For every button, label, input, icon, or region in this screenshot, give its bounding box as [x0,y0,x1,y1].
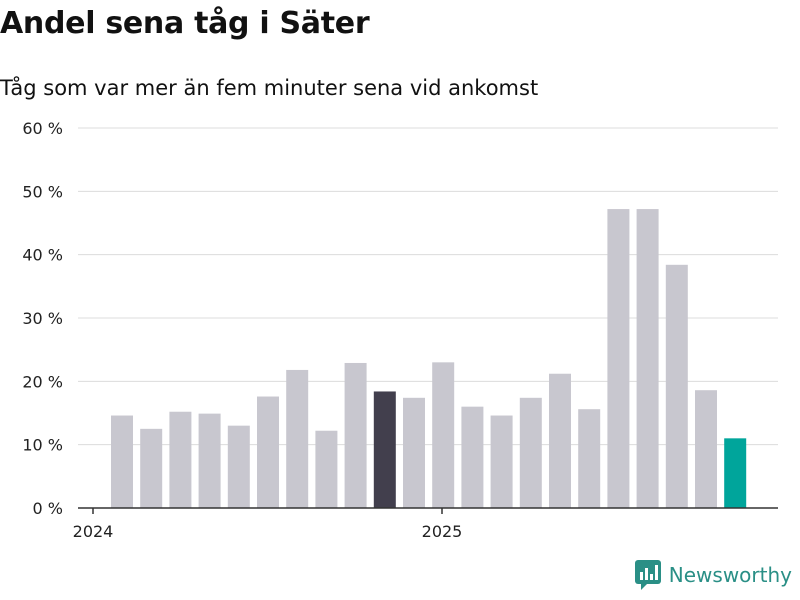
chart-title: Andel sena tåg i Säter [0,6,370,41]
bar-2024-01 [111,415,133,508]
bar-2025-03 [519,397,542,508]
y-tick-label: 0 % [33,499,63,518]
y-tick-label: 20 % [22,372,63,391]
bar-2025-04 [549,373,571,508]
bar-2025-06 [607,209,630,509]
y-tick-label: 10 % [22,436,63,455]
y-tick-label: 50 % [22,182,63,201]
x-tick-label: 2024 [73,522,114,541]
newsworthy-logo: Newsworthy [634,560,792,590]
bar-2025-08 [665,264,688,508]
bar-2025-09 [695,390,717,508]
bar-2024-11 [403,397,425,508]
bar-2024-10 [373,391,396,508]
bar-2025-01 [461,406,484,508]
y-tick-label: 40 % [22,246,63,265]
bar-2024-05 [227,425,250,508]
y-axis-ticks: 0 % 10 % 20 % 30 % 40 % 50 % 60 % [22,119,63,518]
bar-2024-08 [315,430,338,508]
y-tick-label: 30 % [22,309,63,328]
bar-2025-02 [490,415,513,508]
bar-2025-10 [724,438,747,508]
bar-2024-02 [140,428,163,508]
bar-2025-07 [636,209,659,509]
grid-lines [78,127,778,446]
newsworthy-logo-icon [634,560,661,590]
bar-2024-07 [286,369,309,508]
x-tick-label: 2025 [422,522,463,541]
bars [111,209,747,509]
y-tick-label: 60 % [22,119,63,138]
bar-2025-05 [578,409,601,508]
bar-2024-09 [344,362,367,508]
brand-name: Newsworthy [668,563,792,587]
x-axis: 2024 2025 [73,507,778,541]
bar-2024-04 [198,413,221,508]
bar-2024-12 [432,362,455,508]
chart-subtitle: Tåg som var mer än fem minuter sena vid … [0,76,539,100]
bar-2024-03 [169,411,192,508]
bar-2024-06 [257,396,279,508]
